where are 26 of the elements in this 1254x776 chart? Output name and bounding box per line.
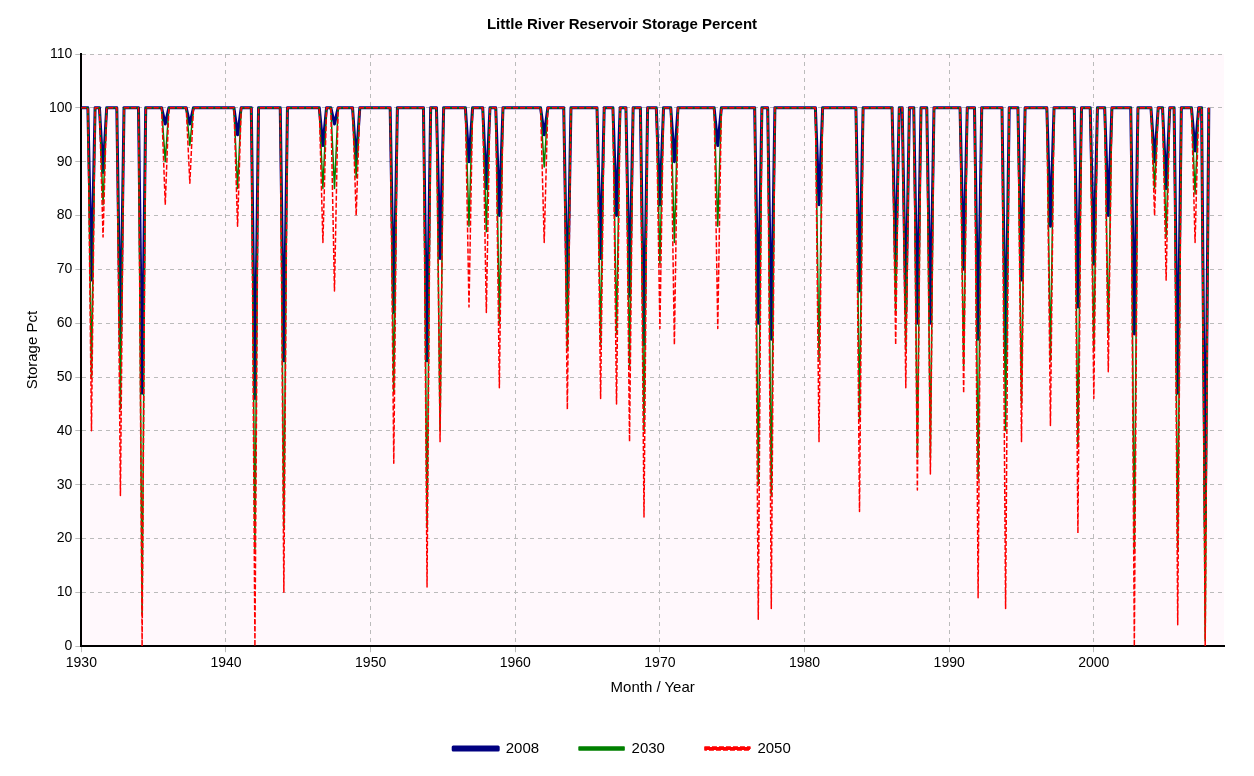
y-tick-label: 110 (50, 44, 73, 61)
x-tick-label: 1940 (210, 654, 242, 671)
x-axis-title: Month / Year (610, 678, 695, 696)
x-tick-label: 1980 (788, 654, 821, 671)
legend-label: 2030 (631, 738, 665, 756)
chart-title: Little River Reservoir Storage Percent (486, 15, 758, 33)
y-tick-label: 70 (56, 260, 73, 277)
y-tick-label: 80 (56, 206, 73, 223)
x-tick-label: 1960 (499, 654, 532, 671)
legend-label: 2008 (505, 738, 540, 756)
y-tick-label: 40 (56, 421, 73, 438)
y-tick-label: 50 (56, 367, 73, 384)
x-tick-label: 1930 (65, 654, 98, 671)
y-axis-title: Storage Pct (23, 310, 41, 390)
y-tick-label: 30 (56, 475, 73, 492)
y-tick-label: 60 (56, 314, 73, 331)
x-tick-label: 1990 (933, 654, 965, 671)
x-tick-label: 1970 (644, 654, 676, 671)
y-tick-label: 10 (56, 583, 73, 600)
y-tick-label: 100 (49, 98, 73, 115)
legend-label: 2050 (757, 738, 791, 756)
x-tick-label: 2000 (1078, 654, 1110, 671)
y-tick-label: 90 (56, 152, 73, 169)
x-tick-label: 1950 (355, 654, 387, 671)
y-tick-label: 0 (64, 637, 73, 654)
y-tick-label: 20 (56, 529, 73, 546)
